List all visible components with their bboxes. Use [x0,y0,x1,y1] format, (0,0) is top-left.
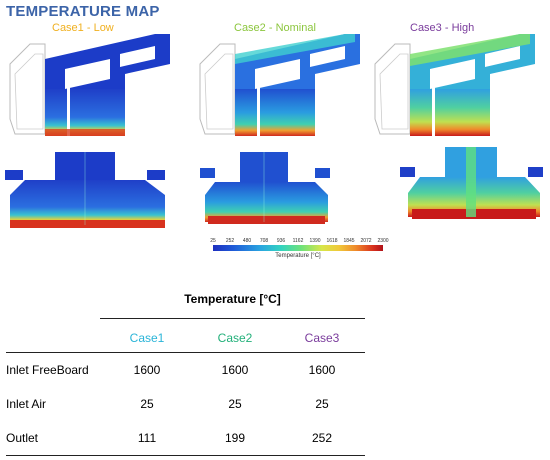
case2-label: Case2 - Nominal [234,22,316,34]
table-row-label: Inlet Air [6,397,47,411]
table-col-case2: Case2 [217,331,253,345]
colorbar-tick: 1618 [326,238,338,244]
colorbar-tick: 708 [259,238,269,244]
temperature-colorbar [213,245,383,251]
table-top-rule [100,318,365,319]
table-cell: 1600 [221,363,249,377]
table-bottom-rule [6,455,365,456]
colorbar-tick: 1162 [292,238,304,244]
table-cell: 25 [140,397,154,411]
table-cell: 1600 [133,363,161,377]
table-cell: 111 [137,431,157,445]
case3-label: Case3 - High [410,22,475,34]
colorbar-tick: 1845 [343,238,355,244]
case1-side-view [9,34,170,136]
table-cell: 25 [315,397,329,411]
table-row-label: Inlet FreeBoard [6,363,89,377]
colorbar-tick: 936 [276,238,286,244]
table-cell: 1600 [308,363,336,377]
colorbar-tick: 25 [210,238,216,244]
table-cell: 25 [228,397,242,411]
colorbar-tick: 480 [242,238,252,244]
table-header-rule [6,352,365,353]
table-cell: 252 [311,431,333,445]
table-title: Temperature [°C] [184,292,281,306]
case3-side-view [374,34,535,136]
table-col-case1: Case1 [129,331,165,345]
table-cell: 199 [224,431,246,445]
table-row-label: Outlet [6,431,39,445]
colorbar-tick: 252 [225,238,235,244]
case1-front-view [5,152,165,228]
case3-front-view [400,147,543,219]
page-title: TEMPERATURE MAP [6,3,160,20]
colorbar-tick: 1390 [309,238,321,244]
case1-label: Case1 - Low [52,22,114,34]
colorbar-tick: 2300 [377,238,389,244]
case2-front-view [200,152,330,224]
colorbar-title: Temperature [°C] [275,253,321,259]
table-col-case3: Case3 [304,331,340,345]
colorbar-tick: 2072 [360,238,372,244]
case2-side-view [199,34,360,136]
